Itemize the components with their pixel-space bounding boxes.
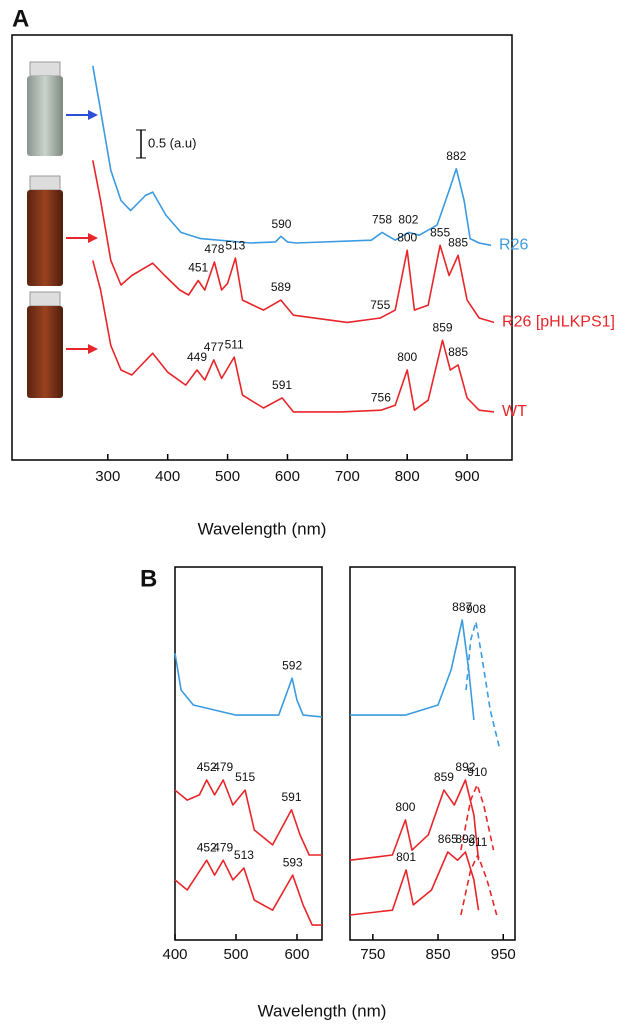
x-tick-label: 600 (284, 946, 309, 963)
spectrum-line (465, 621, 501, 751)
peak-label: 859 (433, 321, 453, 335)
peak-label: 515 (235, 770, 255, 784)
peak-label: 452 (197, 760, 217, 774)
spectrum-line (174, 653, 323, 718)
peak-label: 801 (396, 850, 416, 864)
panel-label: B (140, 565, 157, 592)
x-tick-label: 400 (162, 946, 187, 963)
x-tick-label: 300 (95, 468, 120, 485)
series-label: WT (502, 403, 527, 420)
peak-label: 855 (430, 225, 450, 239)
peak-label: 758 (372, 213, 392, 227)
scale-bar-label: 0.5 (a.u) (148, 135, 196, 150)
x-tick-label: 750 (360, 946, 385, 963)
x-tick-label: 700 (335, 468, 360, 485)
peak-label: 589 (271, 280, 291, 294)
spectrum-line (349, 851, 480, 916)
x-axis-label: Wavelength (nm) (258, 1001, 387, 1020)
peak-label: 513 (225, 238, 245, 252)
x-tick-label: 500 (223, 946, 248, 963)
panel-label: A (12, 5, 29, 32)
peak-label: 859 (434, 770, 454, 784)
peak-label: 892 (455, 760, 475, 774)
peak-label: 865 (438, 832, 458, 846)
peak-label: 452 (197, 840, 217, 854)
spectrum-line (350, 619, 475, 720)
spectrum-line (460, 784, 495, 851)
peak-label: 451 (188, 261, 208, 275)
peak-label: 593 (283, 855, 303, 869)
peak-label: 892 (455, 832, 475, 846)
peak-label: 882 (446, 149, 466, 163)
x-tick-label: 900 (455, 468, 480, 485)
spectrum-line (349, 779, 480, 861)
x-axis-label: Wavelength (nm) (198, 519, 327, 538)
peak-label: 590 (271, 217, 291, 231)
peak-label: 756 (371, 390, 391, 404)
x-tick-label: 400 (155, 468, 180, 485)
plot-frame (174, 566, 323, 941)
peak-label: 755 (370, 298, 390, 312)
x-tick-label: 600 (275, 468, 300, 485)
peak-label: 592 (282, 658, 302, 672)
peak-label: 479 (213, 840, 233, 854)
peak-label: 910 (467, 765, 487, 779)
peak-label: 478 (204, 242, 224, 256)
spectrum-line (174, 859, 322, 926)
spectrum-line (92, 160, 495, 324)
peak-label: 911 (468, 835, 487, 849)
arrows (66, 110, 98, 354)
peak-label: 885 (448, 236, 468, 250)
peak-label: 908 (466, 602, 486, 616)
peak-label: 591 (272, 378, 292, 392)
peak-label: 477 (204, 340, 224, 354)
spectrum-line (460, 854, 498, 916)
peak-label: 802 (398, 213, 418, 227)
peak-label: 800 (397, 230, 417, 244)
x-tick-label: 500 (215, 468, 240, 485)
series-label: R26 (499, 236, 528, 253)
peak-label: 511 (225, 337, 244, 351)
vials (27, 61, 63, 398)
spectrum-line (174, 779, 322, 856)
series-label: R26 [pHLKPS1] (502, 314, 615, 331)
peak-label: 449 (187, 350, 207, 364)
x-tick-label: 850 (426, 946, 451, 963)
spectrum-line (92, 260, 495, 413)
x-tick-label: 800 (395, 468, 420, 485)
peak-label: 513 (234, 848, 254, 862)
plot-frame (11, 34, 513, 461)
peak-label: 800 (395, 800, 415, 814)
plot-frame (349, 566, 516, 941)
peak-label: 479 (213, 760, 233, 774)
peak-label: 591 (281, 790, 301, 804)
peak-label: 800 (397, 350, 417, 364)
x-tick-label: 950 (491, 946, 516, 963)
peak-label: 887 (452, 600, 472, 614)
spectrum-line (92, 65, 492, 247)
peak-label: 885 (448, 345, 468, 359)
